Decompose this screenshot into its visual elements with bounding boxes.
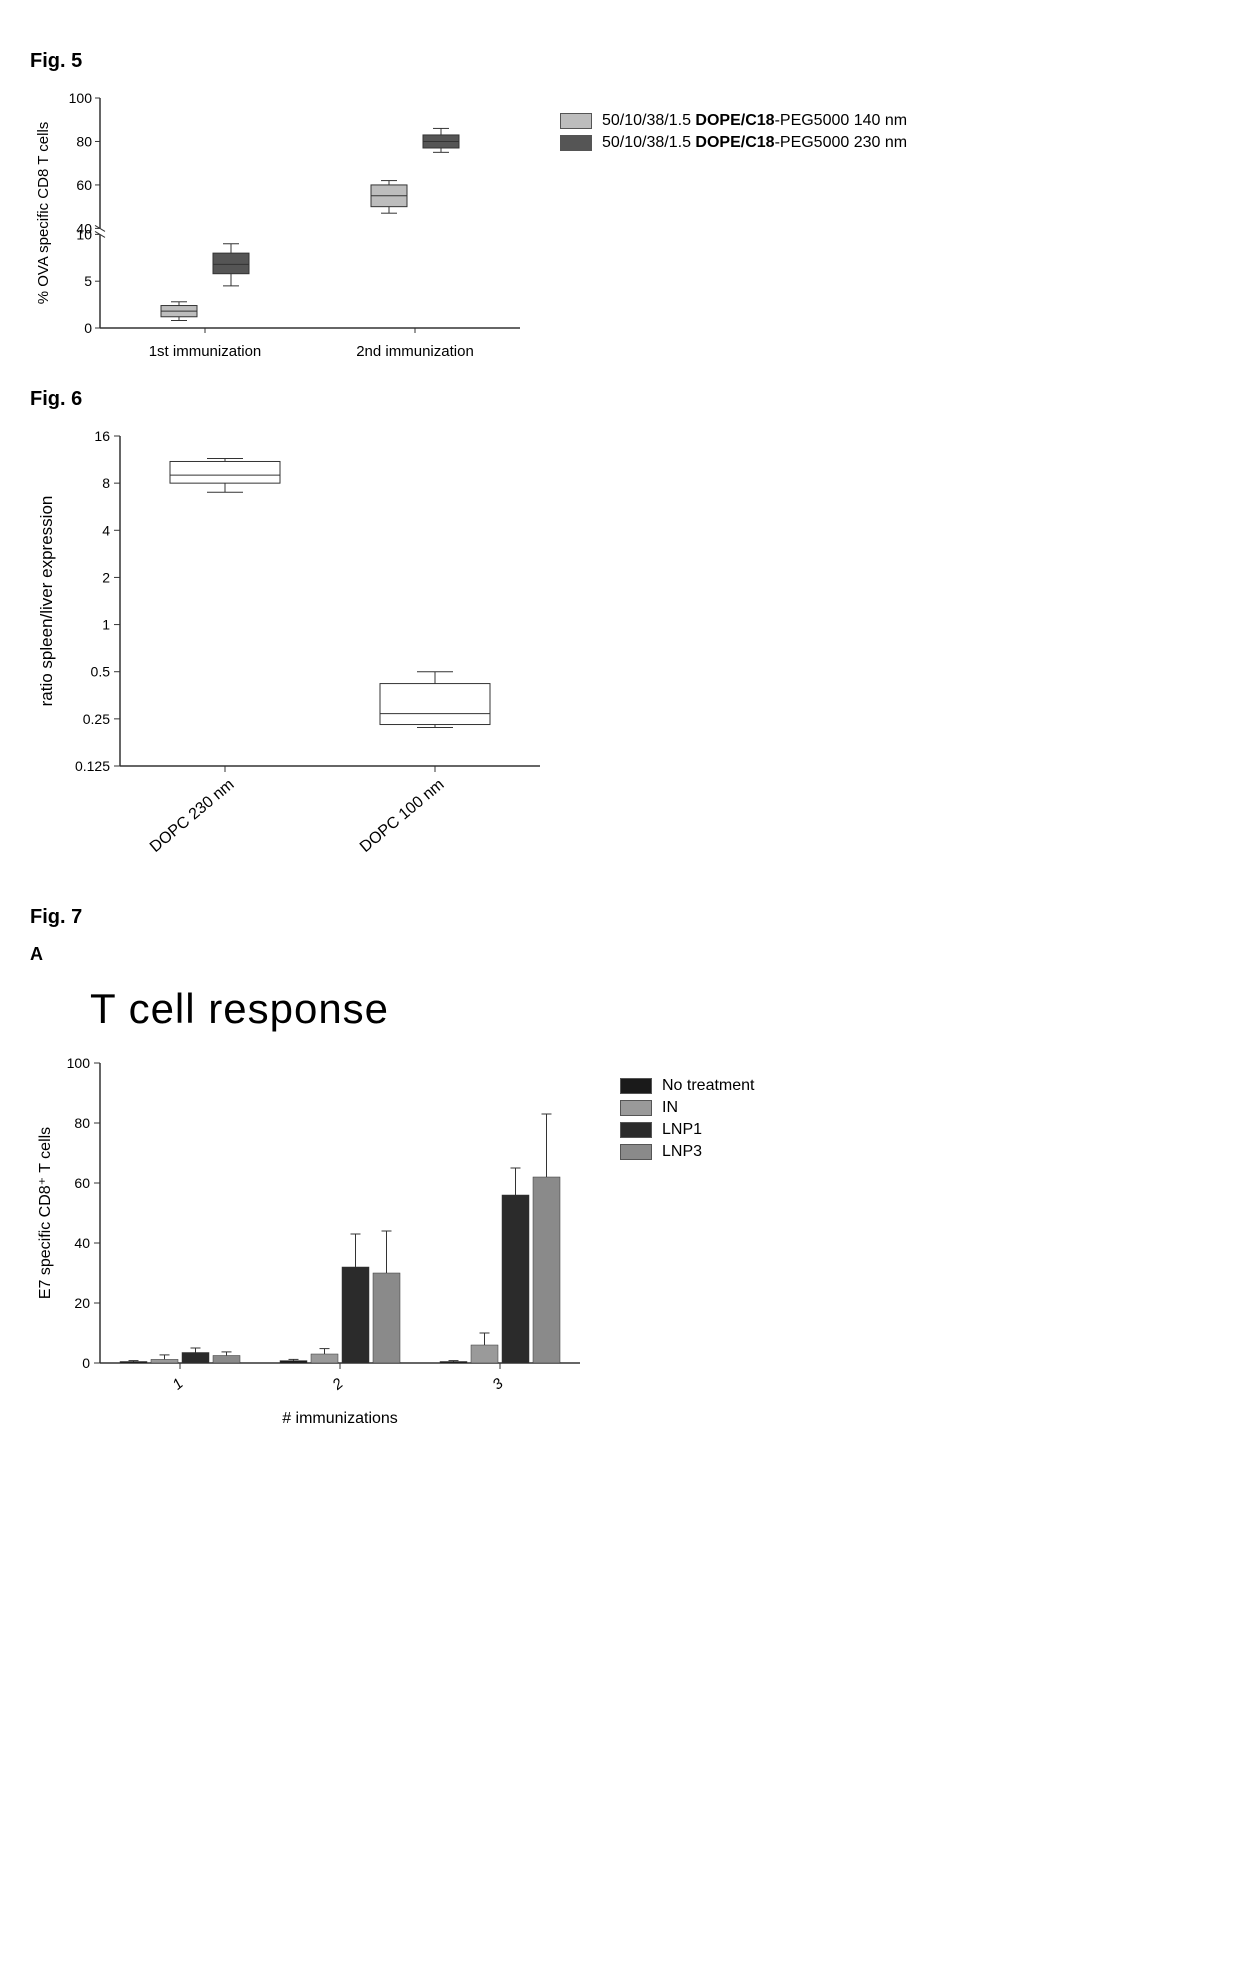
fig7-chart: 0 20 40 60 80 100 E7 specific CD8⁺ T cells 1 2 3 #…	[30, 1053, 590, 1433]
legend-item: IN	[620, 1099, 754, 1117]
legend-label: LNP1	[662, 1121, 702, 1139]
svg-text:DOPC 100 nm: DOPC 100 nm	[357, 776, 448, 856]
svg-text:0.25: 0.25	[83, 711, 110, 727]
svg-text:80: 80	[76, 133, 92, 149]
svg-text:60: 60	[76, 177, 92, 193]
svg-text:40: 40	[76, 220, 92, 236]
fig7-sub: A	[30, 944, 1210, 965]
legend-item: 50/10/38/1.5 DOPE/C18-PEG5000 140 nm	[560, 112, 907, 130]
svg-text:4: 4	[102, 522, 110, 538]
fig6-label: Fig. 6	[30, 388, 1210, 411]
fig5-legend: 50/10/38/1.5 DOPE/C18-PEG5000 140 nm 50/1…	[530, 88, 907, 156]
legend-swatch	[620, 1100, 652, 1116]
fig7-row: 0 20 40 60 80 100 E7 specific CD8⁺ T cells 1 2 3 #…	[30, 1053, 1210, 1433]
legend-swatch	[620, 1144, 652, 1160]
svg-text:ratio spleen/liver expression: ratio spleen/liver expression	[37, 496, 56, 707]
svg-text:DOPC 230 nm: DOPC 230 nm	[147, 776, 238, 856]
legend-swatch	[620, 1122, 652, 1138]
svg-text:0.5: 0.5	[91, 664, 111, 680]
svg-text:1: 1	[169, 1375, 186, 1393]
svg-text:100: 100	[69, 90, 93, 106]
fig6-row: 0.125 0.25 0.5 1 2 4 8 16 ratio spleen/liver exp…	[30, 426, 1210, 886]
svg-text:2: 2	[102, 569, 110, 585]
svg-text:0: 0	[84, 320, 92, 336]
svg-text:1st immunization: 1st immunization	[149, 343, 262, 360]
svg-text:60: 60	[74, 1175, 90, 1191]
legend-label: IN	[662, 1099, 678, 1117]
svg-text:1: 1	[102, 617, 110, 633]
svg-text:100: 100	[67, 1055, 91, 1071]
legend-item: LNP1	[620, 1121, 754, 1139]
legend-item: 50/10/38/1.5 DOPE/C18-PEG5000 230 nm	[560, 134, 907, 152]
svg-text:5: 5	[84, 273, 92, 289]
svg-text:0.125: 0.125	[75, 758, 110, 774]
svg-text:40: 40	[74, 1235, 90, 1251]
legend-item: No treatment	[620, 1077, 754, 1095]
legend-label: LNP3	[662, 1143, 702, 1161]
svg-text:% OVA specific CD8 T cells: % OVA specific CD8 T cells	[35, 122, 52, 305]
svg-text:2: 2	[328, 1375, 347, 1394]
svg-text:80: 80	[74, 1115, 90, 1131]
svg-text:0: 0	[82, 1355, 90, 1371]
fig7-title: T cell response	[90, 985, 1210, 1033]
fig5-label: Fig. 5	[30, 50, 1210, 73]
fig7-label: Fig. 7	[30, 906, 1210, 929]
svg-text:3: 3	[489, 1375, 507, 1394]
fig6-chart: 0.125 0.25 0.5 1 2 4 8 16 ratio spleen/liver exp…	[30, 426, 550, 886]
svg-text:E7 specific CD8⁺ T cells: E7 specific CD8⁺ T cells	[37, 1127, 54, 1299]
svg-text:2nd immunization: 2nd immunization	[356, 343, 474, 360]
legend-item: LNP3	[620, 1143, 754, 1161]
legend-label: No treatment	[662, 1077, 754, 1095]
svg-text:8: 8	[102, 475, 110, 491]
legend-label: 50/10/38/1.5 DOPE/C18-PEG5000 230 nm	[602, 134, 907, 152]
svg-text:# immunizations: # immunizations	[282, 1410, 398, 1427]
svg-text:16: 16	[94, 428, 110, 444]
legend-label: 50/10/38/1.5 DOPE/C18-PEG5000 140 nm	[602, 112, 907, 130]
legend-swatch	[620, 1078, 652, 1094]
fig7-legend: No treatment IN LNP1 LNP3	[590, 1053, 754, 1165]
legend-swatch	[560, 135, 592, 151]
fig5-row: 0510406080100% OVA specific CD8 T cells1…	[30, 88, 1210, 368]
fig5-chart: 0510406080100% OVA specific CD8 T cells1…	[30, 88, 530, 368]
svg-text:20: 20	[74, 1295, 90, 1311]
legend-swatch	[560, 113, 592, 129]
